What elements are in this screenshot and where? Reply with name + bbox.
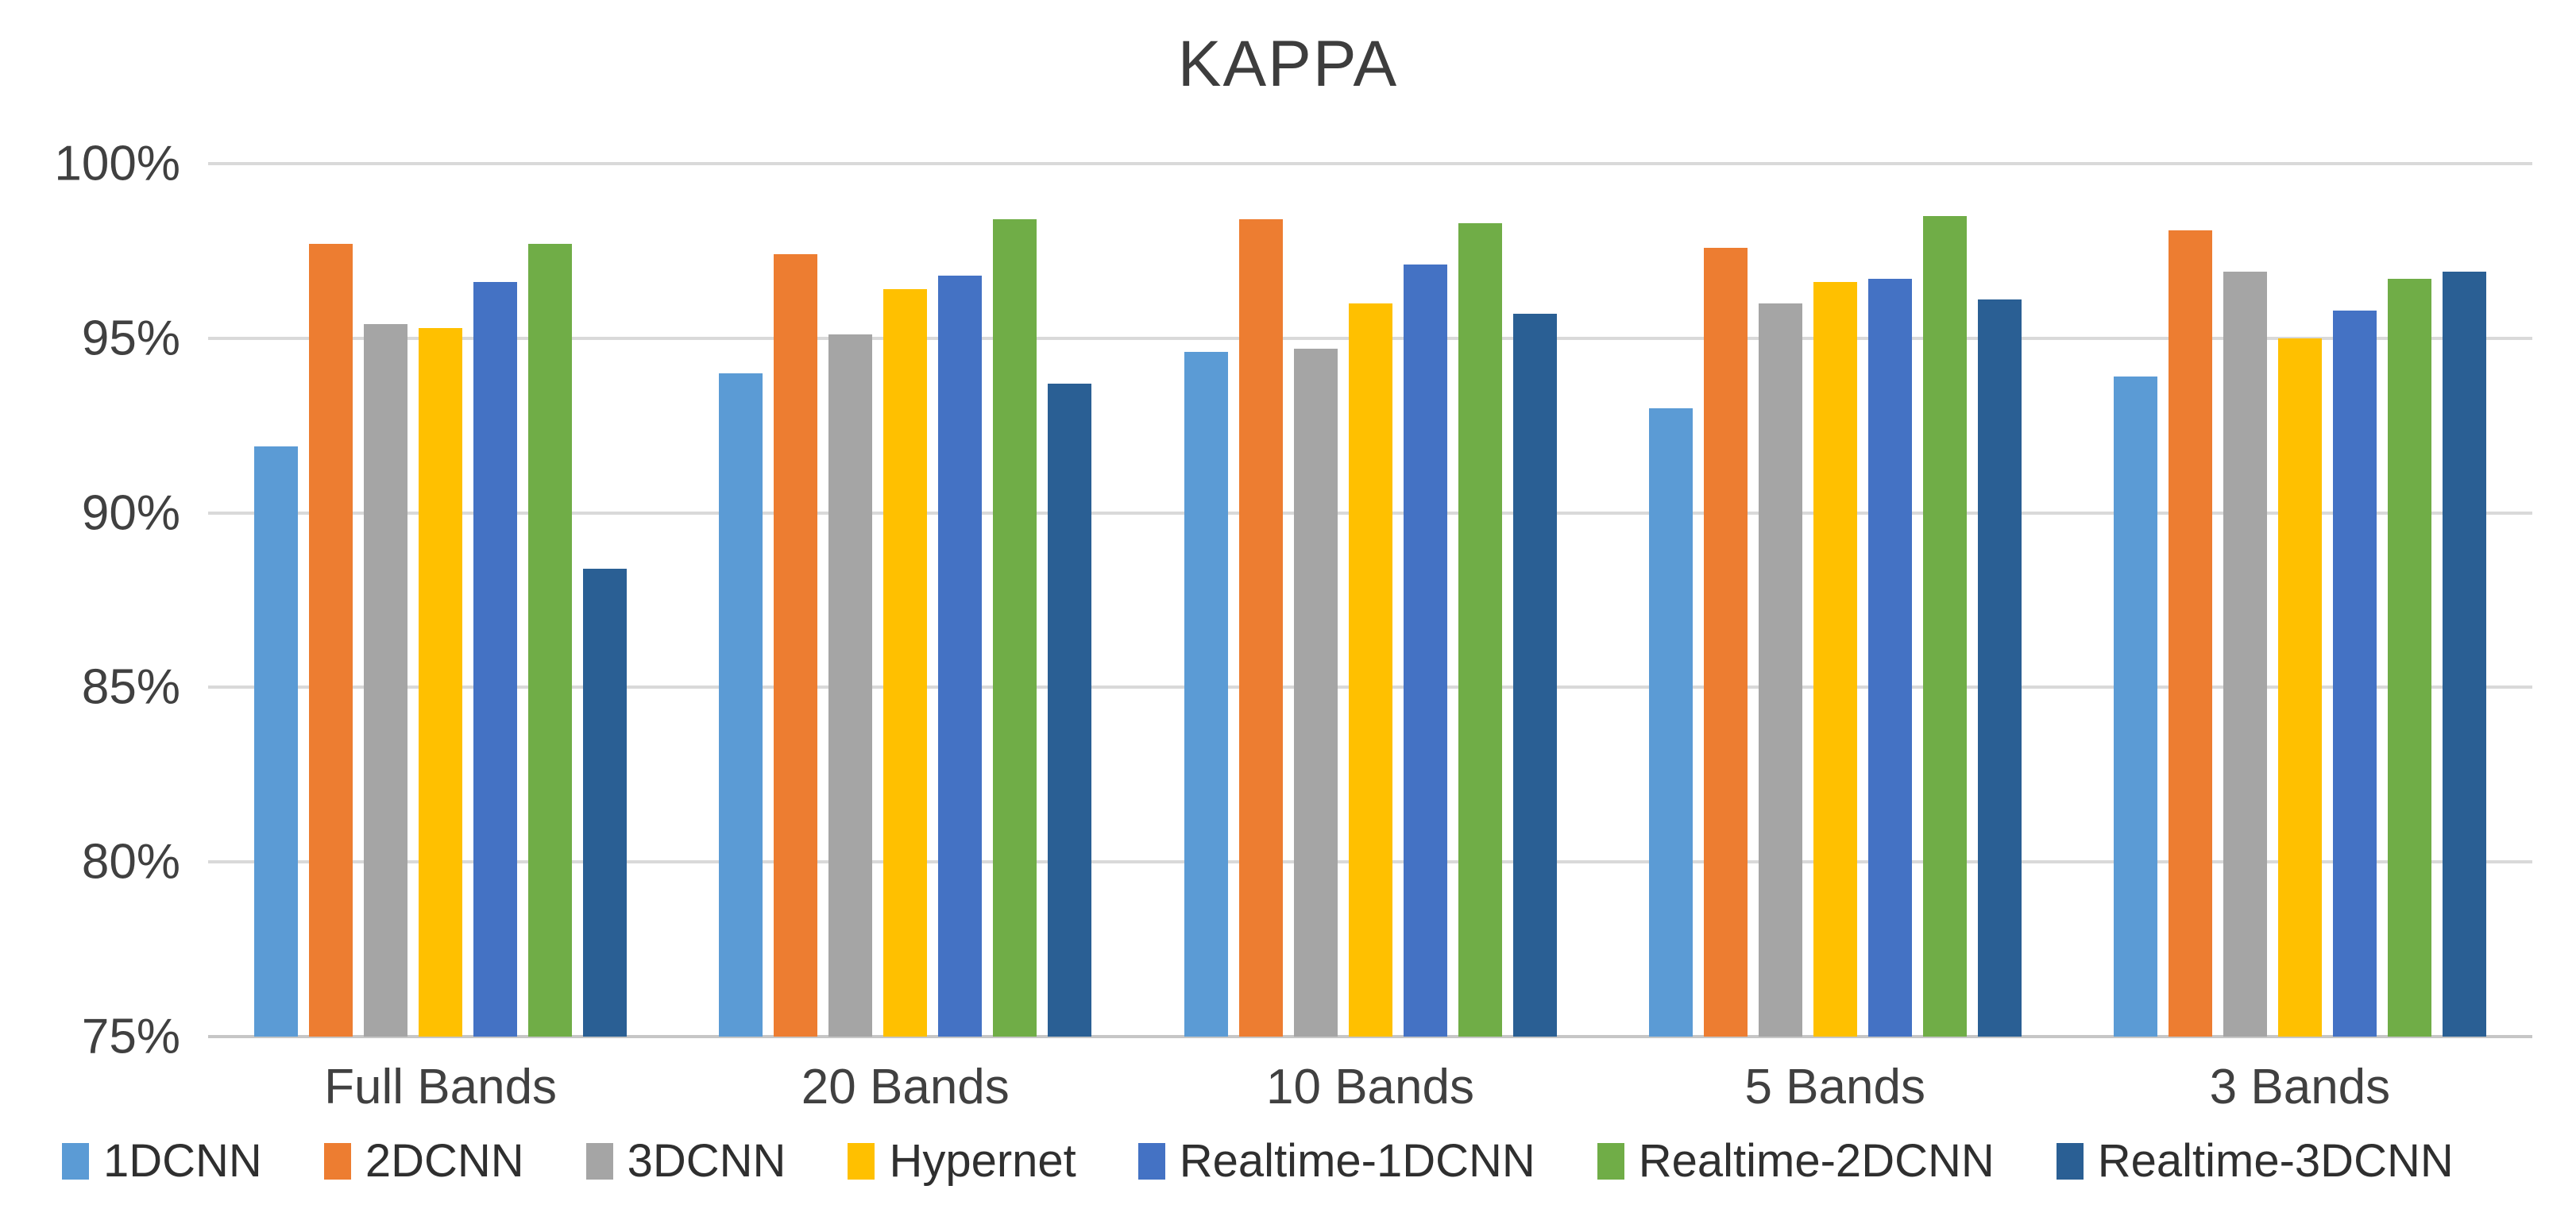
category-group-full-bands: Full Bands: [208, 164, 673, 1114]
bar-cluster-full-bands: [208, 164, 673, 1037]
bar-hypernet-full-bands: [419, 327, 463, 1037]
legend-label-realtime-1dcnn: Realtime-1DCNN: [1179, 1135, 1535, 1187]
x-axis-tick-label-3-bands: 3 Bands: [2209, 1060, 2391, 1114]
bar-1dcnn-10-bands: [1184, 352, 1228, 1037]
legend-label-realtime-3dcnn: Realtime-3DCNN: [2097, 1135, 2454, 1187]
y-axis-tick-label-95-: 95%: [81, 311, 180, 366]
bar-realtime-1dcnn-3-bands: [2332, 310, 2377, 1037]
bar-realtime-3dcnn-10-bands: [1512, 314, 1557, 1037]
legend-label-realtime-2dcnn: Realtime-2DCNN: [1638, 1135, 1995, 1187]
legend-swatch-2dcnn: [323, 1142, 351, 1180]
bar-hypernet-5-bands: [1813, 282, 1857, 1037]
legend-swatch-realtime-2dcnn: [1597, 1142, 1624, 1180]
legend-label-1dcnn: 1DCNN: [103, 1135, 262, 1187]
legend-item-hypernet: Hypernet: [848, 1134, 1076, 1188]
x-axis-tick-label-full-bands: Full Bands: [324, 1060, 558, 1114]
bar-realtime-1dcnn-5-bands: [1867, 279, 1912, 1037]
y-axis-tick-label-75-: 75%: [81, 1009, 180, 1064]
bar-hypernet-3-bands: [2277, 338, 2322, 1037]
bar-2dcnn-10-bands: [1238, 219, 1283, 1037]
legend-label-hypernet: Hypernet: [889, 1135, 1076, 1187]
bar-1dcnn-5-bands: [1648, 407, 1693, 1037]
bar-realtime-3dcnn-full-bands: [583, 568, 628, 1037]
bar-groups: Full Bands 20 Bands 10 Bands 5 Bands 3 Bands: [208, 164, 2532, 1114]
plot-area: 100% 95% 90% 85% 80% 75% Full Bands 20 Bands 10…: [54, 137, 2532, 1114]
bar-2dcnn-20-bands: [774, 254, 818, 1037]
legend-swatch-hypernet: [848, 1142, 875, 1180]
bar-2dcnn-5-bands: [1703, 247, 1748, 1037]
bar-3dcnn-10-bands: [1293, 349, 1338, 1037]
chart-title: KAPPA: [1177, 28, 1399, 100]
bar-cluster-20-bands: [673, 164, 1137, 1037]
legend-label-3dcnn: 3DCNN: [627, 1135, 786, 1187]
x-axis-tick-label-20-bands: 20 Bands: [801, 1060, 1010, 1114]
bar-3dcnn-3-bands: [2223, 272, 2267, 1037]
bar-realtime-2dcnn-full-bands: [528, 244, 573, 1037]
bar-1dcnn-full-bands: [254, 446, 299, 1037]
bar-1dcnn-20-bands: [719, 373, 763, 1037]
category-group-3-bands: 3 Bands: [2068, 164, 2532, 1114]
bar-realtime-2dcnn-5-bands: [1922, 215, 1967, 1037]
bar-realtime-3dcnn-5-bands: [1977, 299, 2022, 1037]
y-axis-tick-label-90-: 90%: [81, 485, 180, 541]
bar-3dcnn-5-bands: [1758, 303, 1802, 1037]
legend-swatch-realtime-3dcnn: [2056, 1142, 2084, 1180]
gridline-100-: [208, 162, 2532, 165]
bar-hypernet-10-bands: [1348, 303, 1392, 1037]
legend: 1DCNN 2DCNN 3DCNN Hypernet Realtime-1DCNN Rea…: [62, 1134, 2454, 1188]
legend-item-1dcnn: 1DCNN: [62, 1134, 262, 1188]
bar-realtime-1dcnn-10-bands: [1403, 265, 1447, 1037]
y-axis-tick-label-80-: 80%: [81, 834, 180, 890]
y-axis-tick-label-100-: 100%: [54, 136, 180, 191]
category-group-10-bands: 10 Bands: [1137, 164, 1602, 1114]
bar-realtime-3dcnn-20-bands: [1048, 383, 1092, 1037]
bar-cluster-10-bands: [1137, 164, 1602, 1037]
bar-realtime-2dcnn-10-bands: [1458, 222, 1502, 1037]
bar-1dcnn-3-bands: [2113, 377, 2157, 1037]
legend-item-realtime-2dcnn: Realtime-2DCNN: [1597, 1134, 1995, 1188]
bar-realtime-1dcnn-full-bands: [473, 282, 518, 1037]
legend-item-3dcnn: 3DCNN: [585, 1134, 786, 1188]
category-group-5-bands: 5 Bands: [1603, 164, 2068, 1114]
legend-item-realtime-1dcnn: Realtime-1DCNN: [1137, 1134, 1535, 1188]
gridline-75-: [208, 1035, 2532, 1038]
legend-item-realtime-3dcnn: Realtime-3DCNN: [2056, 1134, 2454, 1188]
bar-realtime-1dcnn-20-bands: [938, 275, 983, 1037]
legend-label-2dcnn: 2DCNN: [365, 1135, 524, 1187]
y-axis-tick-label-85-: 85%: [81, 659, 180, 715]
legend-swatch-realtime-1dcnn: [1137, 1142, 1165, 1180]
bar-hypernet-20-bands: [883, 289, 928, 1037]
bar-cluster-3-bands: [2068, 164, 2532, 1037]
bar-realtime-3dcnn-3-bands: [2442, 272, 2486, 1037]
legend-swatch-3dcnn: [585, 1142, 613, 1180]
category-group-20-bands: 20 Bands: [673, 164, 1137, 1114]
bar-realtime-2dcnn-3-bands: [2387, 279, 2431, 1037]
x-axis-tick-label-10-bands: 10 Bands: [1266, 1060, 1474, 1114]
x-axis-tick-label-5-bands: 5 Bands: [1744, 1060, 1925, 1114]
legend-item-2dcnn: 2DCNN: [323, 1134, 524, 1188]
bar-3dcnn-full-bands: [364, 324, 408, 1037]
legend-swatch-1dcnn: [62, 1142, 89, 1180]
bar-realtime-2dcnn-20-bands: [993, 219, 1037, 1037]
bar-2dcnn-3-bands: [2168, 230, 2212, 1037]
bar-2dcnn-full-bands: [309, 244, 353, 1037]
bar-3dcnn-20-bands: [828, 334, 873, 1037]
bar-cluster-5-bands: [1603, 164, 2068, 1037]
